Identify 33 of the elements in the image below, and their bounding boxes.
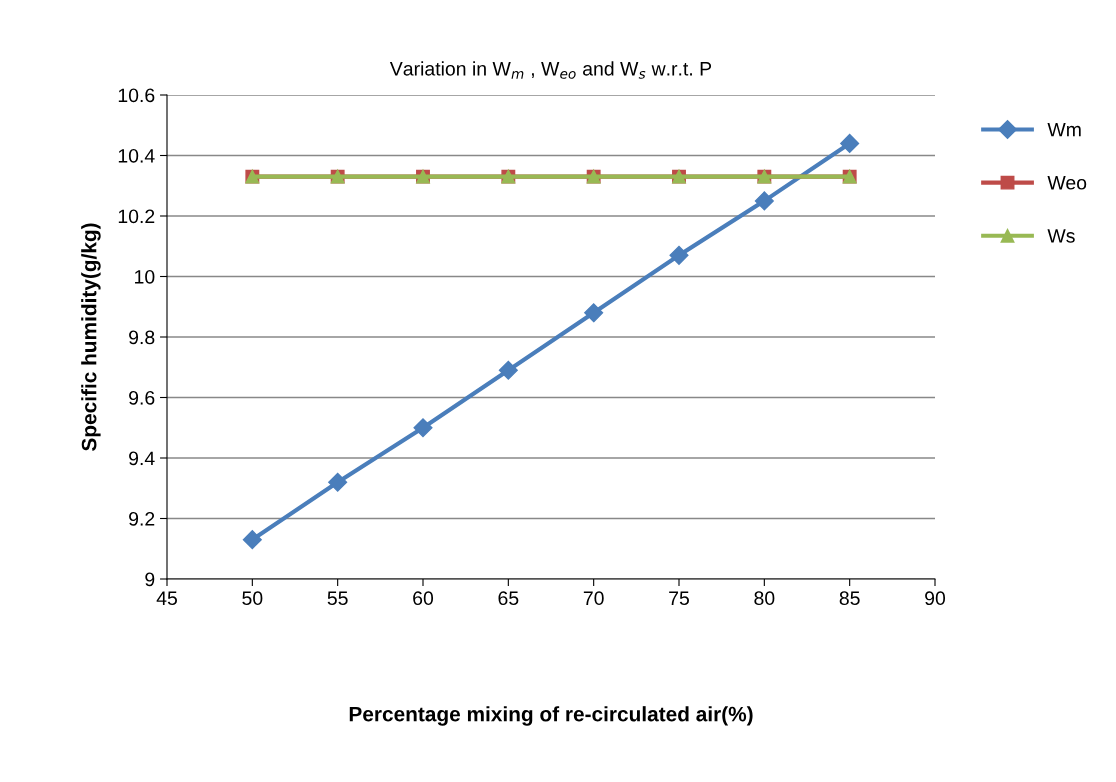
y-tick-label: 9.2 (129, 511, 155, 526)
x-tick-label: 60 (413, 591, 434, 606)
point (413, 418, 433, 438)
y-tick-label: 9 (145, 572, 155, 587)
y-tick-label: 9.8 (129, 330, 155, 345)
x-tick-label: 65 (498, 591, 519, 606)
x-tick-label: 50 (242, 591, 263, 606)
point (840, 133, 860, 153)
y-tick-label: 10.4 (118, 148, 155, 163)
point (584, 303, 604, 323)
x-tick-label: 85 (839, 591, 860, 606)
y-tick-label: 10 (135, 269, 155, 284)
x-tick-label: 45 (156, 591, 177, 606)
point (242, 530, 262, 550)
x-tick-label: 90 (925, 591, 946, 606)
point (754, 191, 774, 211)
x-tick-label: 80 (754, 591, 775, 606)
x-tick-label: 75 (669, 591, 689, 606)
legend-label: Wm (1047, 122, 1081, 137)
x-tick-label: 70 (583, 591, 604, 606)
legend-label: Weo (1047, 176, 1087, 190)
point (498, 360, 518, 380)
chart-title: Variation in W$_{m}$ , W$_{eo}$ and W$_{s}$ w.r.t. P (389, 61, 712, 79)
point (328, 472, 348, 492)
legend-label: Ws (1047, 229, 1075, 243)
y-tick-label: 9.6 (129, 390, 155, 405)
x-tick-label: 55 (327, 591, 348, 606)
y-tick-label: 10.2 (118, 209, 155, 224)
x-axis-title: Percentage mixing of re-circulated air(%) (349, 706, 753, 726)
y-tick-label: 9.4 (129, 451, 155, 466)
y-tick-label: 10.6 (118, 88, 155, 103)
y-axis-title: Specific humidity(g/kg) (81, 223, 101, 451)
point (669, 245, 689, 265)
